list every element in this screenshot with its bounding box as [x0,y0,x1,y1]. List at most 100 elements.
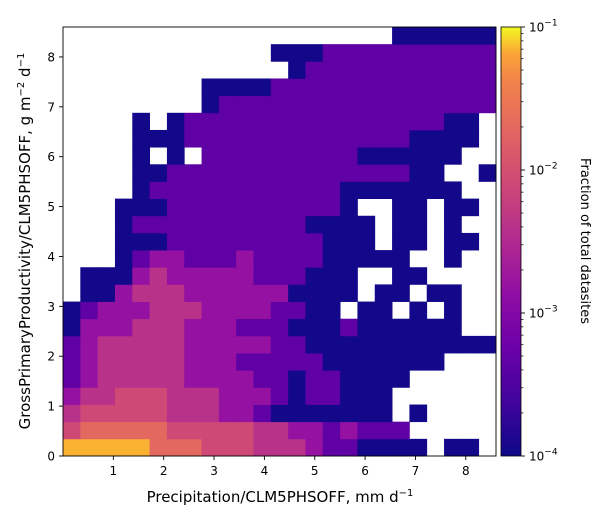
histogram-cell [184,129,202,148]
histogram-cell [253,215,272,234]
histogram-cell [166,198,185,217]
histogram-cell [461,44,480,62]
histogram-cell [236,232,254,251]
histogram-cell [132,284,150,302]
histogram-cell [236,198,254,217]
x-tick-label: 6 [361,464,369,478]
histogram-cell [236,164,254,182]
histogram-cell [218,421,237,440]
histogram-cell [253,335,272,354]
histogram-cell [149,181,168,199]
histogram-cell [444,198,462,217]
histogram-cell [270,198,289,217]
histogram-cell [132,250,150,268]
histogram-cell [426,181,445,199]
colorbar-gradient [500,26,522,457]
histogram-cell [166,215,185,234]
histogram-cell [97,284,116,302]
histogram-cell [374,404,393,423]
histogram-cell [305,421,324,440]
histogram-cell [218,78,237,97]
histogram-cell [184,318,202,337]
histogram-cell [166,421,185,440]
histogram-cell [184,404,202,423]
histogram-cell [201,387,220,405]
histogram-cell [218,301,237,320]
histogram-cell [374,129,393,148]
histogram-cell [184,164,202,182]
histogram-cell [305,370,324,388]
histogram-cell [270,215,289,234]
histogram-cell [149,387,168,405]
histogram-cell [236,318,254,337]
histogram-cell [288,250,306,268]
histogram-cell [253,421,272,440]
histogram-cell [461,198,480,217]
histogram-cell [340,250,358,268]
histogram-cell [340,421,358,440]
histogram-cell [426,335,445,354]
histogram-cell [357,301,376,320]
histogram-cell [132,267,150,285]
histogram-cell [322,44,341,62]
histogram-cell [114,232,133,251]
histogram-cell [461,232,480,251]
histogram-cell [63,318,81,337]
histogram-cell [392,421,410,440]
histogram-cell [166,147,185,165]
histogram-cell [392,44,410,62]
histogram-cell [305,301,324,320]
histogram-cell [97,267,116,285]
histogram-cell [270,335,289,354]
histogram-cell [97,438,116,457]
histogram-cell [444,181,462,199]
x-axis-label-exponent: −1 [399,488,414,499]
histogram-cell [253,370,272,388]
histogram-cell [374,44,393,62]
histogram-cell [288,353,306,371]
histogram-cell [288,215,306,234]
histogram-cell [374,353,393,371]
histogram-cell [444,335,462,354]
histogram-cell [114,301,133,320]
histogram-cell [478,61,497,79]
histogram-cell [114,215,133,234]
histogram-cell [270,404,289,423]
histogram-cell [218,129,237,148]
histogram-cell [132,387,150,405]
histogram-cell [114,250,133,268]
histogram-cell [340,267,358,285]
histogram-cell [166,318,185,337]
histogram-cell [305,61,324,79]
histogram-cell [305,387,324,405]
histogram-cell [288,438,306,457]
histogram-cell [270,370,289,388]
histogram-cell [253,301,272,320]
histogram-cell [340,438,358,457]
histogram-cell [288,267,306,285]
histogram-cell [253,267,272,285]
histogram-cell [426,164,445,182]
histogram-cell [288,421,306,440]
histogram-cell [288,44,306,62]
histogram-cell [357,232,376,251]
histogram-cell [218,232,237,251]
histogram-cell [236,353,254,371]
histogram-cell [97,404,116,423]
histogram-cell [322,335,341,354]
histogram-cell [201,335,220,354]
histogram-cell [149,232,168,251]
histogram-cell [322,129,341,148]
histogram-cell [392,61,410,79]
histogram-cell [340,284,358,302]
histogram-cell [270,387,289,405]
histogram-cell [426,95,445,114]
histogram-cell [426,318,445,337]
histogram-cell [236,78,254,97]
histogram-cell [132,335,150,354]
histogram-cell [132,215,150,234]
histogram-cell [357,44,376,62]
histogram-cell [218,164,237,182]
histogram-cell [409,27,428,45]
